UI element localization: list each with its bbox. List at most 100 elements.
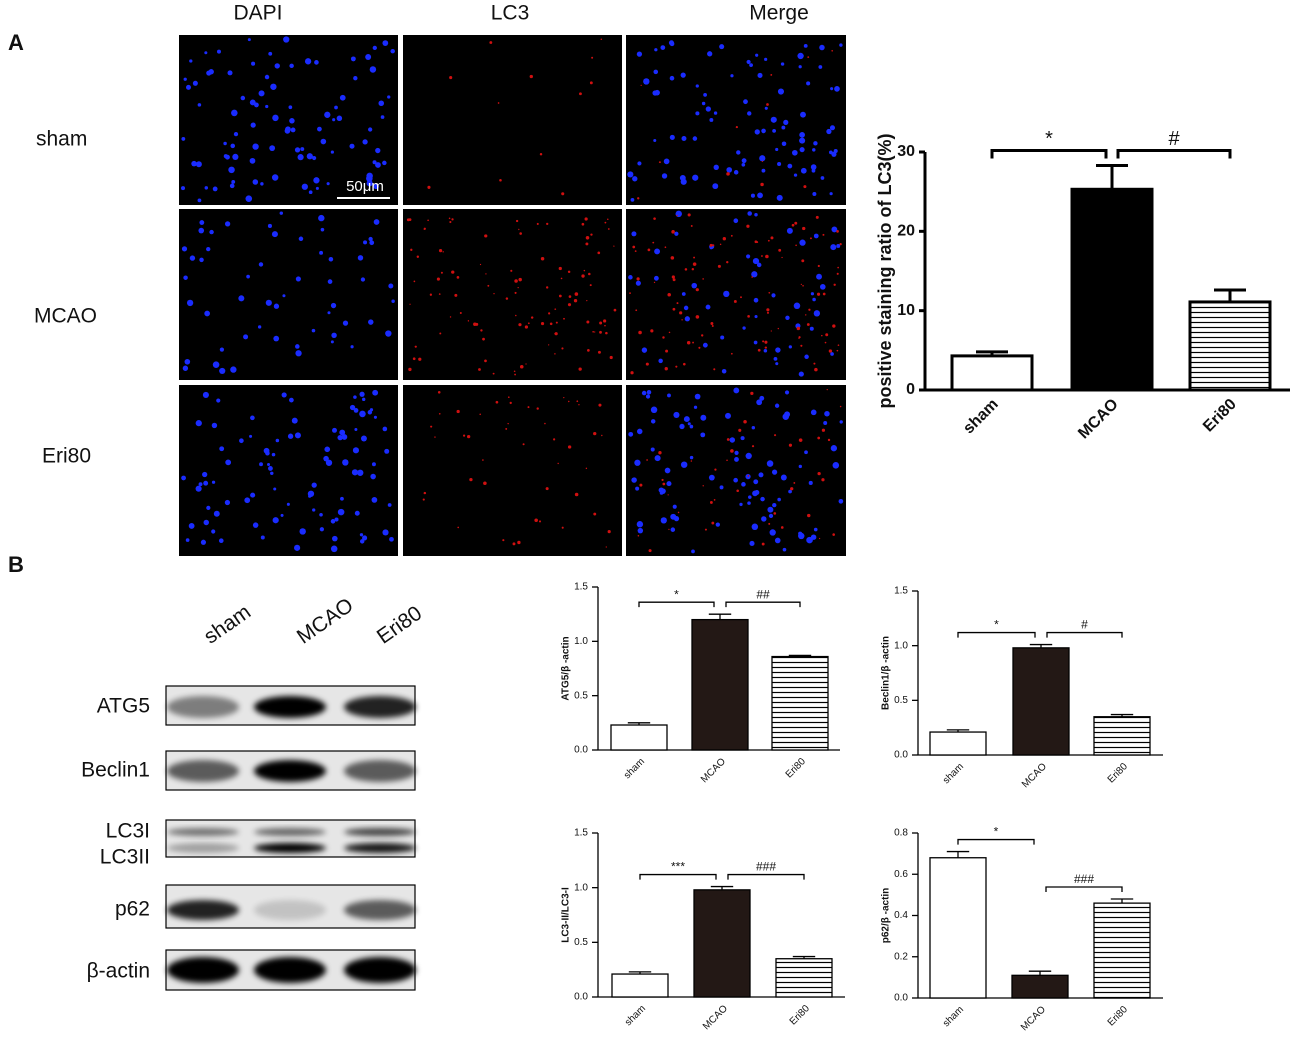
nucleus — [757, 192, 763, 199]
nucleus — [375, 147, 381, 154]
lc3-puncta — [645, 362, 649, 366]
lc3-puncta — [640, 84, 642, 87]
bar — [1011, 974, 1069, 999]
lc3-puncta — [517, 286, 519, 289]
lc3-puncta — [585, 242, 589, 246]
lc3-puncta — [761, 255, 763, 257]
error-bar — [792, 955, 816, 959]
nucleus — [636, 521, 644, 528]
nucleus — [788, 345, 792, 349]
nucleus — [204, 186, 209, 190]
lc3-puncta — [438, 412, 441, 415]
nucleus — [232, 153, 239, 160]
lc3-puncta — [766, 308, 770, 312]
nucleus — [764, 57, 768, 61]
lc3-puncta — [726, 459, 728, 462]
lc3-puncta — [429, 293, 433, 296]
nucleus — [325, 459, 333, 466]
lc3-puncta — [717, 264, 721, 268]
nucleus — [362, 535, 368, 541]
nucleus — [663, 158, 670, 165]
lc3-puncta — [607, 530, 611, 534]
lc3-puncta — [489, 41, 493, 44]
y-axis-label: LC3-II/LC3-I — [561, 887, 572, 943]
error-bar — [976, 350, 1008, 356]
nucleus — [219, 367, 226, 375]
nucleus — [331, 332, 337, 339]
band-label: LC3II — [100, 846, 150, 869]
nucleus — [752, 257, 760, 265]
nucleus — [257, 325, 262, 329]
y-tick-label: 30 — [897, 143, 915, 160]
nucleus — [652, 90, 658, 96]
nucleus — [759, 155, 766, 162]
lc3-puncta — [510, 269, 513, 272]
micrograph — [179, 209, 398, 380]
nucleus — [768, 513, 774, 519]
lc3-puncta — [449, 220, 452, 224]
lc3-puncta — [557, 462, 559, 465]
error-bar — [788, 654, 812, 657]
nucleus — [751, 271, 758, 278]
nucleus — [216, 49, 221, 54]
nucleus — [636, 51, 643, 57]
nucleus — [761, 168, 766, 173]
nucleus — [793, 302, 801, 310]
lc3-puncta — [822, 292, 826, 296]
lc3-puncta — [592, 330, 595, 333]
nucleus — [833, 148, 838, 154]
significance-bracket — [990, 148, 1108, 159]
nucleus — [387, 95, 391, 99]
nucleus — [764, 106, 768, 110]
nucleus — [265, 299, 272, 306]
lc3-puncta — [664, 246, 667, 249]
nucleus — [650, 419, 656, 424]
nucleus — [733, 170, 739, 175]
y-tick-label: 1.0 — [894, 640, 908, 651]
column-label: LC3 — [491, 2, 530, 25]
lc3-puncta — [544, 422, 546, 425]
nucleus — [252, 522, 259, 528]
nucleus — [362, 139, 368, 145]
x-tick-label: Eri80 — [1200, 396, 1240, 436]
nucleus — [227, 70, 233, 76]
nucleus — [252, 179, 259, 185]
lc3-puncta — [529, 74, 533, 79]
lc3-puncta — [583, 269, 586, 272]
lc3-puncta — [499, 178, 502, 182]
lc3-puncta — [485, 273, 487, 275]
lc3-puncta — [687, 213, 691, 217]
lc3-puncta — [451, 218, 454, 221]
bar — [1093, 716, 1151, 756]
nucleus — [701, 101, 706, 106]
nucleus — [669, 134, 675, 140]
nucleus — [284, 128, 291, 134]
nucleus — [754, 315, 758, 319]
nucleus — [751, 523, 759, 531]
nucleus — [298, 236, 304, 242]
nucleus — [660, 517, 667, 524]
nucleus — [641, 347, 648, 353]
lc3-puncta — [530, 316, 534, 319]
nucleus — [367, 410, 373, 415]
lc3-puncta — [676, 214, 678, 217]
nucleus — [675, 210, 682, 218]
bar — [611, 973, 669, 998]
lc3-puncta — [518, 228, 520, 231]
lc3-puncta — [416, 255, 420, 258]
nucleus — [838, 498, 844, 504]
nucleus — [252, 143, 259, 150]
nucleus — [373, 219, 380, 225]
lc3-puncta — [519, 232, 522, 235]
error-bar — [628, 971, 652, 975]
nucleus — [680, 461, 688, 468]
nucleus — [631, 231, 637, 237]
band — [344, 828, 416, 836]
nucleus — [317, 126, 322, 132]
nucleus — [384, 448, 390, 454]
nucleus — [363, 240, 368, 245]
lc3-puncta — [691, 267, 695, 271]
lc3-puncta — [414, 345, 417, 348]
nucleus — [829, 125, 836, 131]
lc3-puncta — [518, 277, 522, 282]
